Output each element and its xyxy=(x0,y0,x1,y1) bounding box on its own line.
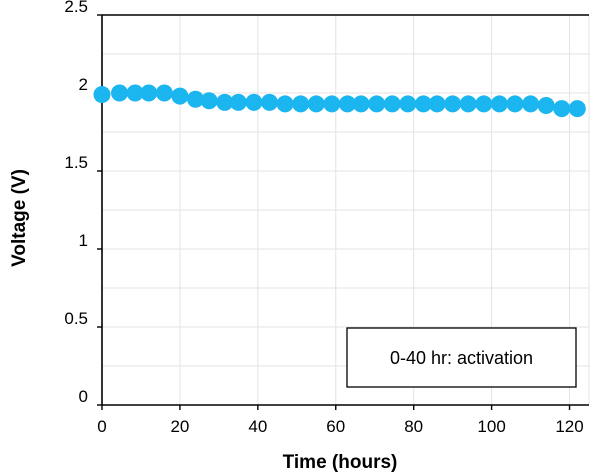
data-point xyxy=(292,95,310,113)
data-points xyxy=(93,84,586,118)
data-point xyxy=(187,90,205,108)
y-tick-label: 0 xyxy=(79,387,88,406)
tick-labels: 0 20 40 60 80 100 120 0 0.5 1 1.5 2 2.5 xyxy=(64,0,583,436)
x-tick-label: 20 xyxy=(170,417,189,436)
data-point xyxy=(276,95,294,113)
annotation-box: 0-40 hr: activation xyxy=(346,327,577,388)
data-point xyxy=(155,84,173,102)
data-point xyxy=(475,95,493,113)
data-point xyxy=(537,96,555,114)
data-point xyxy=(229,93,247,111)
annotation-text: 0-40 hr: activation xyxy=(390,348,533,368)
data-point xyxy=(93,86,111,104)
x-tick-label: 40 xyxy=(248,417,267,436)
x-axis-title: Time (hours) xyxy=(283,452,398,473)
data-point xyxy=(307,95,325,113)
data-point xyxy=(338,95,356,113)
data-point xyxy=(261,93,279,111)
data-point xyxy=(126,84,144,102)
grid-lines xyxy=(102,15,590,405)
x-tick-label: 60 xyxy=(326,417,345,436)
x-tick-label: 120 xyxy=(555,417,583,436)
data-point xyxy=(414,95,432,113)
data-point xyxy=(459,95,477,113)
y-axis-title: Voltage (V) xyxy=(9,169,30,267)
data-point xyxy=(200,92,218,110)
y-tick-label: 2.5 xyxy=(64,0,88,16)
axes xyxy=(101,14,589,406)
data-point xyxy=(444,95,462,113)
data-point xyxy=(216,93,234,111)
y-tick-label: 0.5 xyxy=(64,309,88,328)
x-tick-label: 0 xyxy=(97,417,106,436)
data-point xyxy=(140,84,158,102)
y-tick-label: 1.5 xyxy=(64,153,88,172)
data-point xyxy=(506,95,524,113)
data-point xyxy=(553,100,571,118)
data-point xyxy=(568,100,586,118)
x-tick-label: 80 xyxy=(404,417,423,436)
y-tick-label: 1 xyxy=(79,231,88,250)
data-point xyxy=(352,95,370,113)
data-point xyxy=(428,95,446,113)
data-point xyxy=(323,95,341,113)
annotation-frame xyxy=(346,327,577,388)
data-point xyxy=(522,95,540,113)
data-point xyxy=(171,87,189,105)
x-tick-label: 100 xyxy=(477,417,505,436)
data-point xyxy=(111,84,129,102)
data-point xyxy=(383,95,401,113)
data-point xyxy=(245,93,263,111)
data-point xyxy=(490,95,508,113)
y-tick-label: 2 xyxy=(79,75,88,94)
data-point xyxy=(368,95,386,113)
data-point xyxy=(399,95,417,113)
